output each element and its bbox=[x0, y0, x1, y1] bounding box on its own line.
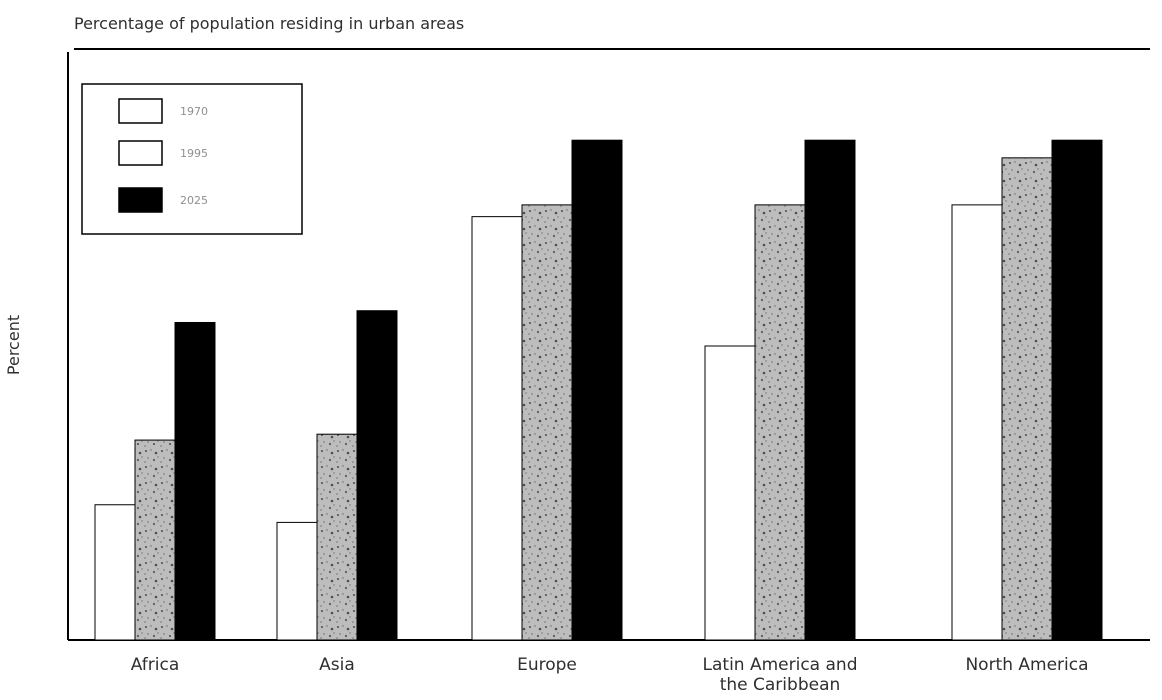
bar-europe-2025 bbox=[571, 139, 623, 641]
legend-swatch-1970 bbox=[118, 98, 163, 124]
legend-swatch-1995 bbox=[118, 140, 163, 166]
category-label-4-0: North America bbox=[965, 655, 1088, 675]
y-axis-label: Percent bbox=[4, 315, 23, 375]
bar-north-america-2025 bbox=[1051, 139, 1103, 641]
bar-europe-1970 bbox=[471, 216, 523, 641]
chart-title: Percentage of population residing in urb… bbox=[74, 14, 464, 33]
bars-layer bbox=[94, 139, 1103, 641]
bar-africa-1970 bbox=[94, 504, 136, 641]
bar-north-america-1995 bbox=[1001, 157, 1053, 641]
category-label-3-0: Latin America and bbox=[703, 655, 858, 675]
legend-label-1995: 1995 bbox=[180, 147, 208, 160]
bar-latin-america-and-the-caribbean-2025 bbox=[804, 139, 856, 641]
bar-north-america-1970 bbox=[951, 204, 1003, 641]
category-label-1-0: Asia bbox=[319, 655, 355, 675]
legend: 1970 1995 2025 bbox=[81, 83, 303, 235]
legend-label-2025: 2025 bbox=[180, 194, 208, 207]
bar-asia-2025 bbox=[356, 310, 398, 641]
category-label-3-1: the Caribbean bbox=[720, 675, 841, 695]
legend-swatch-2025 bbox=[118, 187, 163, 213]
bar-latin-america-and-the-caribbean-1995 bbox=[754, 204, 806, 641]
bar-asia-1970 bbox=[276, 521, 318, 641]
bar-europe-1995 bbox=[521, 204, 573, 641]
legend-label-1970: 1970 bbox=[180, 105, 208, 118]
category-label-2-0: Europe bbox=[517, 655, 577, 675]
bar-latin-america-and-the-caribbean-1970 bbox=[704, 345, 756, 641]
category-label-0-0: Africa bbox=[131, 655, 180, 675]
bar-asia-1995 bbox=[316, 433, 358, 641]
bar-africa-2025 bbox=[174, 321, 216, 641]
bar-africa-1995 bbox=[134, 439, 176, 641]
